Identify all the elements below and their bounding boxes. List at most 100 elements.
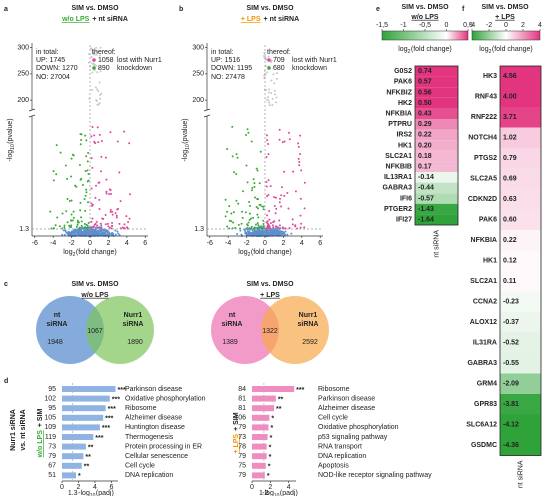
point-decor xyxy=(128,217,131,220)
cell-value: 0.60 xyxy=(503,217,517,224)
point-decor xyxy=(246,227,249,230)
point-decor xyxy=(257,227,260,230)
legend-knock: 890 xyxy=(98,65,110,72)
point-decor xyxy=(78,163,81,166)
gene-label: RNF43 xyxy=(475,94,497,101)
cell-value: -3.81 xyxy=(503,401,519,408)
point-decor xyxy=(236,156,239,159)
gene-label: NFKBIB xyxy=(386,164,412,171)
gene-count: 73 xyxy=(48,443,56,450)
point-decor xyxy=(280,194,283,197)
point-decor xyxy=(116,140,119,143)
cell-value: 3.71 xyxy=(503,114,517,121)
y-axis-label: -log10(pvalue) xyxy=(7,118,16,161)
point-decor xyxy=(111,222,114,225)
gene-count: 79 xyxy=(238,472,246,479)
cell-value: -0.44 xyxy=(418,185,434,192)
cell-value: 1.02 xyxy=(503,135,517,142)
point-decor xyxy=(92,63,95,66)
point-decor xyxy=(265,180,268,183)
heat-cell xyxy=(415,140,458,151)
point-decor xyxy=(95,184,98,187)
point-decor xyxy=(271,224,274,227)
point-decor xyxy=(91,62,94,65)
heat-cell xyxy=(415,66,458,77)
cell-value: 0.29 xyxy=(418,121,432,128)
point-decor xyxy=(63,224,66,227)
point-decor xyxy=(52,170,55,173)
cell-value: -0.55 xyxy=(503,360,519,367)
gene-label: SLC2A5 xyxy=(470,176,497,183)
colorbar-tick-label: 0 xyxy=(504,22,508,29)
point-decor xyxy=(90,135,93,138)
heat-cell xyxy=(500,127,541,148)
point-decor xyxy=(91,229,94,232)
bar xyxy=(62,405,106,412)
point-decor xyxy=(276,72,279,75)
point-decor xyxy=(100,170,103,173)
point-decor xyxy=(224,215,227,218)
point-decor xyxy=(94,142,97,145)
point-decor xyxy=(86,224,89,227)
gene-label: NFKBIA xyxy=(386,111,412,118)
gene-label: HK1 xyxy=(398,142,412,149)
point-decor xyxy=(256,213,259,216)
cell-value: 4.00 xyxy=(503,94,517,101)
side-condition: w/o LPS + SIM xyxy=(37,408,44,458)
bar xyxy=(252,414,270,421)
point-decor xyxy=(93,233,96,236)
panel-title: SIM vs. DMSO xyxy=(246,5,294,12)
bar xyxy=(252,462,266,469)
point-decor xyxy=(108,188,111,191)
point-decor xyxy=(100,155,103,158)
point-decor xyxy=(114,212,117,215)
heat-cell xyxy=(415,129,458,141)
bar xyxy=(252,472,265,479)
column-label: nt siRNA xyxy=(433,230,440,258)
panel-condition: w/o LPS xyxy=(410,14,439,21)
heat-cell xyxy=(500,168,541,189)
cell-value: -1.43 xyxy=(418,206,434,213)
point-decor xyxy=(273,205,276,208)
point-decor xyxy=(256,197,259,200)
term-label: Cellular senescence xyxy=(125,453,188,460)
heat-cell xyxy=(500,230,541,251)
point-decor xyxy=(250,140,253,143)
point-decor xyxy=(265,89,268,92)
point-decor xyxy=(85,139,88,142)
gene-count: 102 xyxy=(44,395,56,402)
point-decor xyxy=(80,220,83,223)
heat-cell xyxy=(500,271,541,292)
point-decor xyxy=(58,225,61,228)
point-decor xyxy=(110,192,113,195)
venn-count: 1389 xyxy=(222,339,238,346)
panel-subtitle-part: + nt siRNA xyxy=(92,16,128,23)
cell-value: -0.14 xyxy=(418,174,434,181)
point-decor xyxy=(90,47,93,50)
term-label: Cell cycle xyxy=(125,463,155,470)
legend-text: thereof: xyxy=(267,49,291,56)
x-tick-label: 4 xyxy=(287,484,291,491)
stars: * xyxy=(269,454,272,461)
point-decor xyxy=(281,141,284,144)
point-decor xyxy=(277,231,280,234)
point-decor xyxy=(72,216,75,219)
point-decor xyxy=(274,225,277,228)
point-decor xyxy=(87,151,90,154)
side-condition: + LPS + SIM xyxy=(233,412,240,453)
point-decor xyxy=(61,233,64,236)
gene-count: 105 xyxy=(44,415,56,422)
point-decor xyxy=(273,82,276,85)
point-decor xyxy=(100,139,103,142)
gene-label: PTGS2 xyxy=(474,155,497,162)
term-label: Protein processing in ER xyxy=(125,443,202,450)
point-decor xyxy=(105,192,108,195)
point-decor xyxy=(250,225,253,228)
cell-value: -4.36 xyxy=(503,442,519,449)
point-decor xyxy=(240,222,243,225)
colorbar-tick-label: -1,5 xyxy=(376,22,388,29)
heat-frame xyxy=(414,65,459,226)
point-decor xyxy=(270,230,273,233)
point-decor xyxy=(104,156,107,159)
heat-cell xyxy=(500,353,541,374)
